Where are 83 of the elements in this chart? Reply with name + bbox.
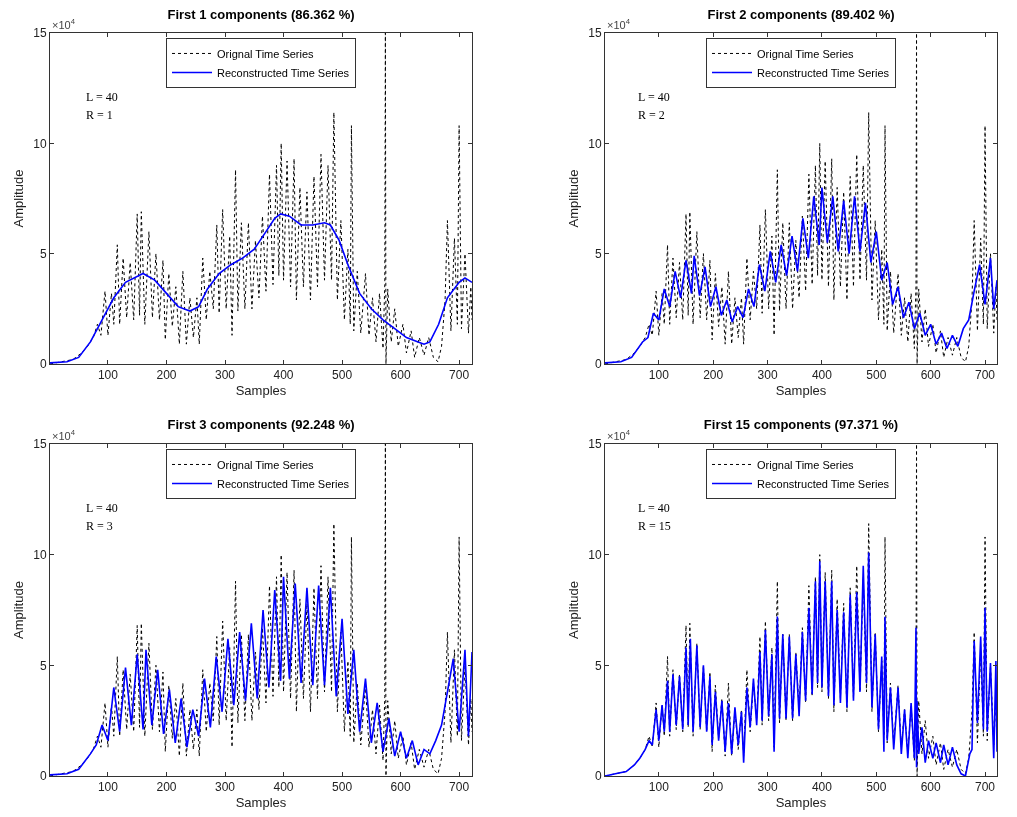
line-series xyxy=(50,213,472,364)
x-tick-label: 400 xyxy=(811,368,833,383)
y-tick-label: 15 xyxy=(33,26,47,41)
x-tick-label: 600 xyxy=(920,368,941,383)
x-tick-label: 600 xyxy=(390,368,411,383)
y-tick-label: 5 xyxy=(39,658,47,673)
y-tick-label: 0 xyxy=(594,357,602,372)
annotation: L = 40 xyxy=(638,90,670,104)
x-tick-label: 500 xyxy=(866,368,887,383)
line-series xyxy=(605,551,997,776)
y-tick-label: 10 xyxy=(33,547,47,562)
x-tick-label: 300 xyxy=(757,780,778,795)
y-tick-label: 15 xyxy=(588,437,602,452)
line-series xyxy=(605,33,997,364)
x-tick-label: 400 xyxy=(273,368,294,383)
chart-title: First 1 components (86.362 %) xyxy=(167,7,355,23)
x-axis-title: Samples xyxy=(775,383,827,398)
legend-label: Orignal Time Series xyxy=(217,47,315,60)
y-tick-label: 10 xyxy=(588,136,602,151)
x-tick-label: 300 xyxy=(214,780,236,795)
y-tick-label: 10 xyxy=(588,547,602,562)
x-tick-label: 200 xyxy=(703,368,724,383)
x-tick-label: 100 xyxy=(648,780,670,795)
legend-label: Orignal Time Series xyxy=(217,458,315,471)
annotation: R = 3 xyxy=(86,519,113,533)
legend-label: Reconstructed Time Series xyxy=(757,477,890,490)
line-series xyxy=(50,444,472,776)
x-tick-label: 600 xyxy=(920,780,941,795)
x-tick-label: 500 xyxy=(866,780,887,795)
legend-label: Reconstructed Time Series xyxy=(217,66,350,79)
x-axis-title: Samples xyxy=(775,795,827,810)
line-series xyxy=(50,33,472,364)
y-tick-label: 15 xyxy=(33,437,47,452)
line-series xyxy=(50,576,472,776)
x-axis-title: Samples xyxy=(235,795,287,810)
x-tick-label: 700 xyxy=(449,780,470,795)
x-tick-label: 200 xyxy=(156,368,177,383)
x-tick-label: 200 xyxy=(703,780,724,795)
annotation: R = 15 xyxy=(638,519,671,533)
x-tick-label: 500 xyxy=(332,780,353,795)
x-tick-label: 400 xyxy=(811,780,833,795)
x-axis-title: Samples xyxy=(235,383,287,398)
text: ×10$^{4}$ xyxy=(607,17,631,31)
annotation: R = 1 xyxy=(86,108,113,122)
y-tick-label: 5 xyxy=(39,246,47,261)
y-tick-label: 0 xyxy=(39,769,47,784)
y-tick-label: 0 xyxy=(594,769,602,784)
x-tick-label: 100 xyxy=(97,780,119,795)
x-tick-label: 400 xyxy=(273,780,294,795)
text: ×10$^{4}$ xyxy=(607,428,631,442)
y-axis-title: Amplitude xyxy=(11,169,27,228)
x-tick-label: 100 xyxy=(97,368,119,383)
text: ×10$^{4}$ xyxy=(52,17,76,31)
x-tick-label: 700 xyxy=(975,780,996,795)
x-tick-label: 300 xyxy=(214,368,236,383)
annotation: L = 40 xyxy=(86,90,118,104)
annotation: L = 40 xyxy=(86,501,118,515)
x-tick-label: 200 xyxy=(156,780,177,795)
x-tick-label: 500 xyxy=(332,368,353,383)
y-axis-title: Amplitude xyxy=(11,581,27,639)
y-axis-title: Amplitude xyxy=(566,169,582,228)
y-tick-label: 5 xyxy=(594,658,602,673)
legend-label: Reconstructed Time Series xyxy=(757,66,890,79)
chart-title: First 15 components (97.371 %) xyxy=(703,417,899,433)
annotation: L = 40 xyxy=(638,501,670,515)
y-tick-label: 5 xyxy=(594,246,602,261)
legend-label: Orignal Time Series xyxy=(757,47,855,60)
text: ×10$^{4}$ xyxy=(52,428,76,442)
chart-title: First 2 components (89.402 %) xyxy=(707,7,895,23)
chart-title: First 3 components (92.248 %) xyxy=(167,417,355,433)
x-tick-label: 600 xyxy=(390,780,411,795)
y-axis-title: Amplitude xyxy=(566,581,582,639)
legend-label: Reconstructed Time Series xyxy=(217,477,350,490)
legend-label: Orignal Time Series xyxy=(757,458,855,471)
annotation: R = 2 xyxy=(638,108,665,122)
y-tick-label: 10 xyxy=(33,136,47,151)
x-tick-label: 100 xyxy=(648,368,670,383)
x-tick-label: 300 xyxy=(757,368,778,383)
x-tick-label: 700 xyxy=(975,368,996,383)
y-tick-label: 15 xyxy=(588,26,602,41)
y-tick-label: 0 xyxy=(39,357,47,372)
line-series xyxy=(605,186,997,364)
x-tick-label: 700 xyxy=(449,368,470,383)
